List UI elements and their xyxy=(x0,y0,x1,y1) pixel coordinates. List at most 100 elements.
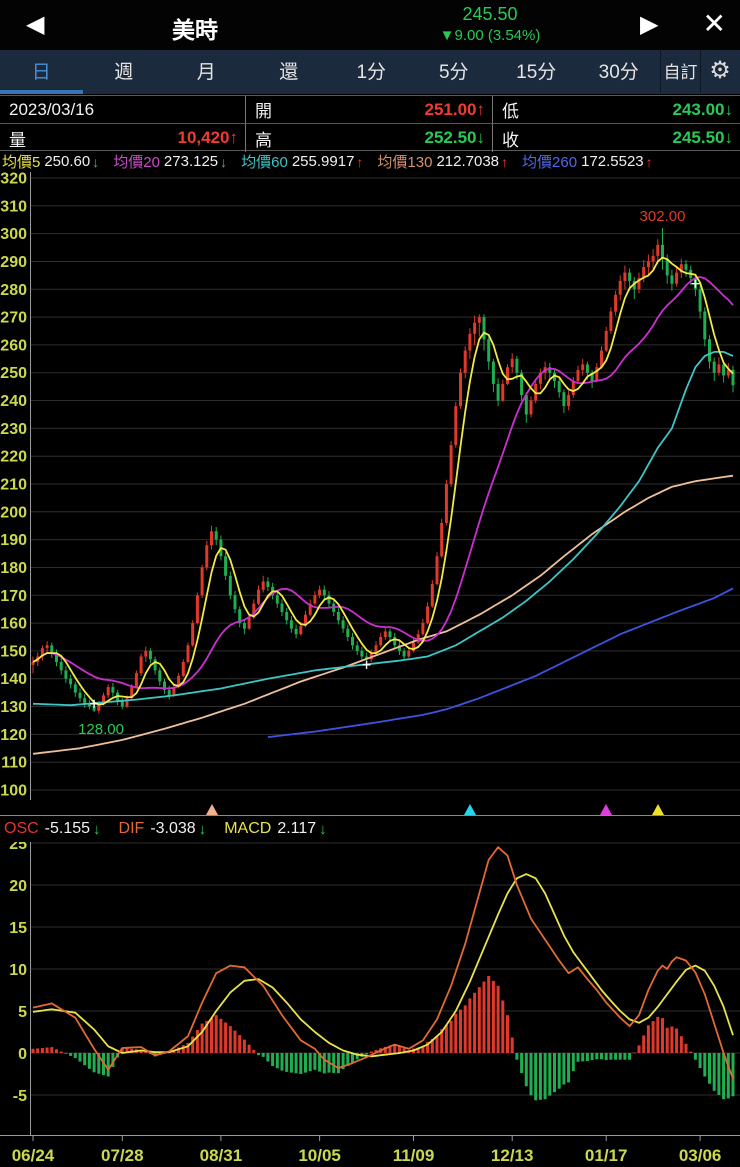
main-y-tick: 310 xyxy=(0,198,27,215)
cross-mark xyxy=(90,699,99,708)
volume-cell: 量 10,420↑ xyxy=(0,124,246,152)
main-chart[interactable]: 320 310 300 290 280 270 260 250 240 230 220 210 200 1… xyxy=(0,172,740,800)
main-y-tick: 300 xyxy=(0,226,27,243)
main-y-tick: 320 xyxy=(0,172,27,188)
x-tick-label: 12/13 xyxy=(491,1146,534,1165)
ma-legend-item: 均價130 212.7038 ↑ xyxy=(377,153,509,171)
x-axis-svg: 06/24 07/28 08/31 10/05 11/09 12/13 01/17 03/06 xyxy=(0,1135,740,1165)
main-y-tick: 100 xyxy=(0,783,27,800)
ma-legend-item: 均價20 273.125 ↓ xyxy=(113,153,228,171)
ma20-line xyxy=(32,276,734,690)
main-y-tick: 250 xyxy=(0,365,27,382)
page-title: 美時 xyxy=(172,17,218,43)
main-y-tick: 170 xyxy=(0,588,27,605)
x-tick-label: 07/28 xyxy=(101,1146,144,1165)
ma-legend-item: 均價60 255.9917 ↑ xyxy=(241,153,364,171)
ma130-line xyxy=(32,474,734,755)
tab-5分[interactable]: 5分 xyxy=(438,61,469,83)
macd-chart-svg[interactable]: 25 20 15 10 5 0 -5 xyxy=(0,842,740,1135)
cross-mark xyxy=(362,660,371,669)
macd-legend-item: OSC -5.155 ↓ xyxy=(4,820,101,838)
osc-histogram xyxy=(31,976,735,1101)
marker-cyan xyxy=(464,804,476,815)
ma260-line xyxy=(267,587,734,738)
main-y-tick: 290 xyxy=(0,254,27,271)
main-y-tick: 140 xyxy=(0,671,27,688)
low-cell: 低 243.00↓ xyxy=(493,96,740,124)
ma-legend-item: 均價5 250.60 ↓ xyxy=(2,153,100,171)
tab-週[interactable]: 週 xyxy=(114,61,134,83)
main-y-tick: 110 xyxy=(1,755,27,772)
date-cell: 2023/03/16 xyxy=(0,96,246,124)
period-tab-bar: 日 週 月 還 1分 5分 15分 30分 自訂 ⚙ xyxy=(0,50,740,95)
main-y-tick: 210 xyxy=(0,477,27,494)
tab-custom[interactable]: 自訂 xyxy=(660,50,700,94)
macd-y-tick: 0 xyxy=(18,1046,27,1063)
macd-chart[interactable]: 25 20 15 10 5 0 -5 xyxy=(0,842,740,1135)
main-chart-svg[interactable]: 320 310 300 290 280 270 260 250 240 230 220 210 200 1… xyxy=(0,172,740,800)
close-cell: 收 245.50↓ xyxy=(502,128,733,150)
x-tick-label: 01/17 xyxy=(585,1146,628,1165)
back-icon[interactable]: ◀ xyxy=(26,11,45,38)
ma-legend: 均價5 250.60 ↓ 均價20 273.125 ↓ 均價60 255.9917 ↑ 均價130… xyxy=(0,151,740,172)
low-label: 128.00 xyxy=(78,721,124,738)
x-tick-label: 03/06 xyxy=(679,1146,722,1165)
main-y-tick: 220 xyxy=(0,449,27,466)
price-change: ▼9.00 (3.54%) xyxy=(439,27,541,44)
current-price: 245.50 xyxy=(462,4,518,24)
macd-y-tick: 15 xyxy=(9,920,27,937)
macd-line xyxy=(32,873,734,1058)
main-y-tick: 260 xyxy=(0,337,27,354)
ma5-line xyxy=(32,256,734,706)
quote-table: 2023/03/16 開 251.00↑ 低 243.00↓ 量 10,420↑ 高 252.5… xyxy=(0,95,740,152)
tab-30分[interactable]: 30分 xyxy=(598,61,639,83)
ma60-line xyxy=(32,350,734,707)
marker-yellow xyxy=(652,804,664,815)
main-y-tick: 240 xyxy=(0,393,27,410)
tab-15分[interactable]: 15分 xyxy=(516,61,557,83)
x-axis: 06/24 07/28 08/31 10/05 11/09 12/13 01/17 03/06 xyxy=(0,1135,740,1167)
main-y-tick: 280 xyxy=(0,282,27,299)
tab-1分[interactable]: 1分 xyxy=(356,61,387,83)
macd-y-tick: -5 xyxy=(13,1088,27,1105)
macd-legend: OSC -5.155 ↓ DIF -3.038 ↓ MACD 2.117 ↓ xyxy=(0,816,740,842)
price-box: 245.50 ▼9.00 (3.54%) xyxy=(395,2,585,46)
open-cell: 開 251.00↑ xyxy=(246,96,493,124)
main-y-tick: 130 xyxy=(0,699,27,716)
main-y-tick: 270 xyxy=(0,310,27,327)
cross-mark xyxy=(691,279,700,288)
high-cell: 高 252.50↓ xyxy=(246,124,493,152)
macd-y-tick: 25 xyxy=(9,842,27,853)
main-y-tick: 180 xyxy=(0,560,27,577)
main-y-tick: 160 xyxy=(0,616,27,633)
main-y-tick: 150 xyxy=(0,643,27,660)
macd-legend-item: MACD 2.117 ↓ xyxy=(224,820,327,838)
marker-strip xyxy=(0,800,740,816)
ma-legend-item: 均價260 172.5523 ↑ xyxy=(522,153,653,171)
tab-日[interactable]: 日 xyxy=(0,50,83,94)
close-icon[interactable]: ✕ xyxy=(702,8,726,39)
header: ◀ 美時 245.50 ▼9.00 (3.54%) ▶ ✕ xyxy=(0,0,740,50)
main-y-tick: 200 xyxy=(0,504,27,521)
main-y-tick: 230 xyxy=(0,421,27,438)
macd-y-tick: 10 xyxy=(9,962,27,979)
x-tick-label: 10/05 xyxy=(298,1146,341,1165)
tab-月[interactable]: 月 xyxy=(196,61,216,83)
tab-還[interactable]: 還 xyxy=(279,61,299,83)
forward-icon[interactable]: ▶ xyxy=(640,11,659,38)
marker-magenta xyxy=(600,804,612,815)
x-tick-label: 08/31 xyxy=(200,1146,243,1165)
candles xyxy=(31,228,735,714)
macd-legend-item: DIF -3.038 ↓ xyxy=(118,820,207,838)
high-label: 302.00 xyxy=(640,208,686,225)
marker-peach xyxy=(206,804,218,815)
dif-line xyxy=(32,846,734,1079)
main-y-tick: 190 xyxy=(0,532,27,549)
macd-y-tick: 5 xyxy=(18,1004,27,1021)
main-y-tick: 120 xyxy=(0,727,27,744)
macd-y-tick: 20 xyxy=(9,878,27,895)
x-tick-label: 11/09 xyxy=(393,1146,435,1165)
gear-icon[interactable]: ⚙ xyxy=(700,50,739,94)
x-tick-label: 06/24 xyxy=(12,1146,55,1165)
